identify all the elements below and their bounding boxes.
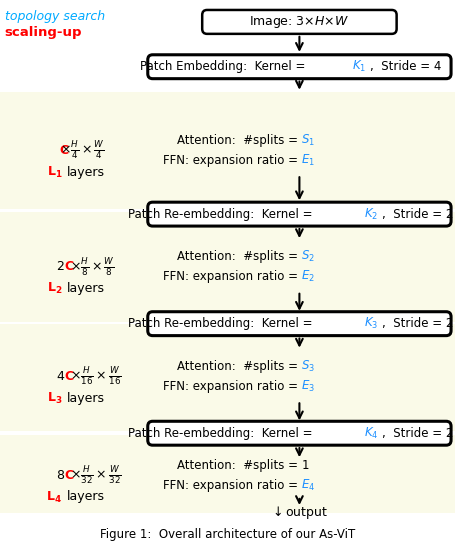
Bar: [0, 435, 455, 513]
Text: $K_2$: $K_2$: [364, 207, 378, 221]
Text: Attention:  #splits =: Attention: #splits =: [176, 134, 301, 147]
Text: Attention:  #splits =: Attention: #splits =: [176, 360, 301, 373]
Text: $\mathbf{L_2}$: $\mathbf{L_2}$: [47, 281, 62, 296]
Text: $\times\frac{H}{32}\times\frac{W}{32}$: $\times\frac{H}{32}\times\frac{W}{32}$: [70, 464, 122, 486]
Text: $E_3$: $E_3$: [301, 379, 315, 394]
Text: FFN: expansion ratio =: FFN: expansion ratio =: [162, 479, 301, 492]
Text: Patch Re-embedding:  Kernel =: Patch Re-embedding: Kernel =: [128, 317, 316, 330]
Text: FFN: expansion ratio =: FFN: expansion ratio =: [162, 270, 301, 283]
Text: layers: layers: [67, 282, 105, 295]
Text: $S_1$: $S_1$: [301, 133, 315, 148]
Text: FFN: expansion ratio =: FFN: expansion ratio =: [162, 154, 301, 167]
Text: ,  Stride = 2: , Stride = 2: [381, 317, 453, 330]
Text: Patch Embedding:  Kernel =: Patch Embedding: Kernel =: [139, 60, 309, 73]
Text: 2: 2: [56, 261, 64, 274]
Text: $S_3$: $S_3$: [301, 359, 315, 374]
Text: $\mathbf{L_1}$: $\mathbf{L_1}$: [47, 165, 62, 180]
Text: Attention:  #splits =: Attention: #splits =: [176, 459, 301, 472]
Text: $\times\frac{H}{16}\times\frac{W}{16}$: $\times\frac{H}{16}\times\frac{W}{16}$: [70, 366, 122, 387]
Text: layers: layers: [67, 392, 105, 405]
Text: ,  Stride = 2: , Stride = 2: [381, 208, 453, 221]
Text: C: C: [64, 261, 73, 274]
Text: 1: 1: [301, 459, 309, 472]
Text: Patch Re-embedding:  Kernel =: Patch Re-embedding: Kernel =: [128, 208, 316, 221]
FancyBboxPatch shape: [148, 55, 451, 79]
Text: topology search: topology search: [5, 10, 105, 23]
Text: 4: 4: [56, 370, 64, 383]
Bar: [0, 91, 455, 209]
Text: $K_1$: $K_1$: [352, 59, 366, 75]
Text: layers: layers: [67, 491, 105, 503]
Text: Figure 1:  Overall architecture of our As-ViT: Figure 1: Overall architecture of our As…: [100, 528, 355, 541]
Text: ,  Stride = 4: , Stride = 4: [370, 60, 441, 73]
Text: scaling-up: scaling-up: [5, 26, 82, 39]
Text: Patch Re-embedding:  Kernel =: Patch Re-embedding: Kernel =: [127, 426, 316, 440]
Text: $\mathbf{L_4}$: $\mathbf{L_4}$: [46, 490, 62, 504]
FancyBboxPatch shape: [148, 202, 451, 226]
FancyBboxPatch shape: [148, 312, 451, 336]
Text: ,  Stride = 2: , Stride = 2: [382, 426, 453, 440]
Text: FFN: expansion ratio =: FFN: expansion ratio =: [162, 380, 301, 393]
Text: C: C: [64, 468, 73, 481]
Text: $E_2$: $E_2$: [301, 269, 315, 285]
Text: Attention:  #splits =: Attention: #splits =: [176, 250, 301, 263]
Text: C: C: [64, 370, 73, 383]
Text: 8: 8: [56, 468, 64, 481]
Text: $\times\frac{H}{8}\times\frac{W}{8}$: $\times\frac{H}{8}\times\frac{W}{8}$: [70, 256, 115, 278]
Text: $E_1$: $E_1$: [301, 153, 315, 168]
FancyBboxPatch shape: [148, 421, 451, 445]
Text: $\mathbf{L_3}$: $\mathbf{L_3}$: [47, 391, 62, 406]
Text: C: C: [59, 144, 68, 157]
Text: $K_3$: $K_3$: [364, 316, 378, 331]
Text: $\downarrow$output: $\downarrow$output: [270, 504, 329, 521]
FancyBboxPatch shape: [202, 10, 396, 34]
Text: $K_4$: $K_4$: [364, 425, 378, 441]
Bar: [0, 324, 455, 431]
Text: Image: $3{\times}H{\times}W$: Image: $3{\times}H{\times}W$: [249, 14, 349, 30]
Text: $S_2$: $S_2$: [301, 249, 315, 264]
Bar: [0, 212, 455, 322]
Text: $\times\frac{H}{4}\times\frac{W}{4}$: $\times\frac{H}{4}\times\frac{W}{4}$: [60, 139, 105, 162]
Text: $E_4$: $E_4$: [301, 478, 315, 492]
Text: layers: layers: [67, 166, 105, 179]
